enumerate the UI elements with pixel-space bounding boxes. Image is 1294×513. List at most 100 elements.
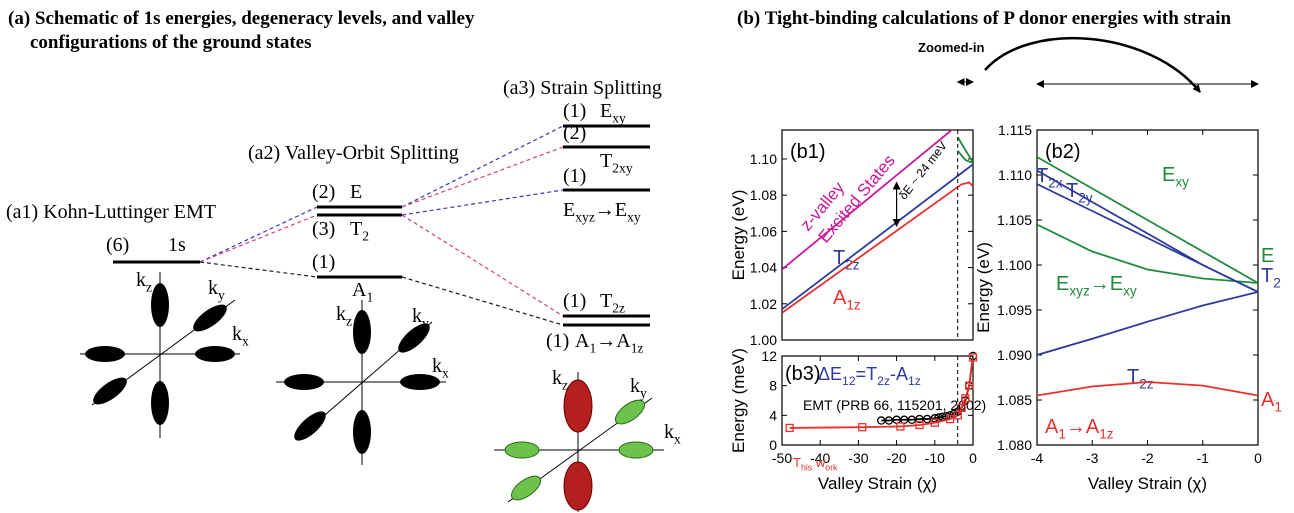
valley — [508, 472, 545, 505]
text-part: E — [563, 199, 575, 221]
text-part: y — [422, 316, 429, 331]
valley — [195, 346, 235, 362]
text-part: 2 — [362, 229, 369, 244]
valley-diagram: kz ky kx — [494, 367, 681, 512]
panel-label: (b1) — [790, 141, 826, 163]
level-label: T2 — [350, 218, 369, 244]
text-part: T — [866, 364, 877, 384]
k-label: kz — [336, 303, 352, 329]
y-tick-label: 1.090 — [997, 347, 1032, 363]
zoom-label: Zoomed-in — [918, 40, 984, 55]
level-label: E — [350, 181, 362, 203]
k-label: kx — [232, 323, 249, 349]
series-label: T2y — [1066, 180, 1093, 206]
text-part: T — [1066, 180, 1078, 202]
valley — [151, 283, 169, 327]
text-part: 1z — [1099, 427, 1114, 442]
text-part: T — [1127, 366, 1139, 388]
text-part: E — [830, 364, 842, 384]
level-label: T2xy — [600, 150, 633, 176]
text-part: 1 — [589, 341, 596, 356]
text-part: xy — [627, 210, 641, 225]
valley — [619, 442, 653, 458]
valley — [89, 373, 131, 409]
degeneracy: (1) — [546, 330, 569, 352]
figure: (a) Schematic of 1s energies, degeneracy… — [0, 0, 1294, 513]
degeneracy: (1) — [563, 290, 586, 312]
valley — [505, 442, 539, 458]
x-tick-label: 0 — [1254, 450, 1262, 466]
connector — [200, 207, 317, 262]
degeneracy: (1) — [563, 165, 586, 187]
valley — [284, 374, 324, 390]
series-line — [1037, 157, 1258, 283]
x-tick-label: -20 — [886, 450, 906, 466]
k-label: kz — [552, 367, 568, 393]
degeneracy: (3) — [312, 218, 335, 240]
text-part: A — [896, 364, 908, 384]
y-tick-label: 1.04 — [750, 260, 777, 276]
x-tick-label: -30 — [848, 450, 868, 466]
text-part: A — [1045, 416, 1059, 438]
text-part: 1 — [366, 290, 373, 305]
text-part: k — [630, 375, 640, 397]
y-tick-label: 1.085 — [997, 392, 1032, 408]
text-part: 2z — [877, 374, 890, 388]
text-part: T — [600, 290, 612, 312]
text-part: P — [841, 397, 850, 413]
text-part: 2z — [612, 301, 625, 316]
text-part: R — [850, 397, 860, 413]
text-part: 2xy — [612, 161, 633, 176]
degeneracy: (6) — [106, 234, 129, 256]
y-tick-label: 1.08 — [750, 187, 777, 203]
text-part: E — [1056, 273, 1069, 295]
text-part: k — [136, 269, 146, 291]
y-tick-label: 12 — [761, 348, 777, 364]
text-part: 1 — [1058, 427, 1066, 442]
text-part: → — [596, 330, 616, 352]
connector — [200, 262, 317, 277]
text-part: y — [218, 288, 225, 303]
subtitle: ΔE12=T2z-A1z — [818, 364, 921, 388]
text-part: A — [575, 330, 590, 352]
end-label: E — [1261, 245, 1274, 267]
panel-b-title: (b) Tight-binding calculations of P dono… — [737, 8, 1231, 29]
series-line — [958, 151, 973, 163]
x-tick-label: -10 — [925, 450, 945, 466]
text-part: E — [1261, 245, 1274, 267]
text-part: xy — [1175, 175, 1189, 190]
level-label: Exy — [600, 100, 626, 126]
panel-label: (b3) — [785, 363, 821, 385]
x-tick-label: -1 — [1197, 450, 1210, 466]
k-label: ky — [412, 305, 429, 331]
text-part: A — [352, 279, 367, 301]
series-label: Exyz→Exy — [1056, 273, 1137, 299]
valley — [353, 410, 371, 454]
text-part: M — [812, 397, 824, 413]
y-tick-label: 1.10 — [750, 151, 777, 167]
text-part: E — [600, 100, 612, 122]
series-label: This work — [793, 455, 838, 473]
text-part: → — [595, 199, 615, 221]
text-part: w — [815, 455, 826, 470]
series-label: T2z — [1127, 366, 1154, 392]
connector — [402, 190, 563, 215]
level-label: A1→A1z — [575, 330, 644, 356]
y-tick-label: 1.00 — [750, 332, 777, 348]
text-part: k — [232, 323, 242, 345]
y-tick-label: 1.100 — [997, 257, 1032, 273]
x-tick-label: -3 — [1086, 450, 1099, 466]
text-part: T — [600, 150, 612, 172]
text-part: xy — [612, 111, 626, 126]
y-axis-label: Energy (meV) — [729, 348, 748, 453]
text-part: Δ — [818, 364, 830, 384]
connector — [402, 215, 563, 316]
valley — [564, 380, 592, 432]
k-label: kx — [432, 355, 449, 381]
y-tick-label: 4 — [769, 407, 777, 423]
y-tick-label: 1.080 — [997, 437, 1032, 453]
end-label: T2 — [1261, 265, 1281, 291]
text-part: z — [146, 280, 152, 295]
text-part: = — [856, 364, 867, 384]
